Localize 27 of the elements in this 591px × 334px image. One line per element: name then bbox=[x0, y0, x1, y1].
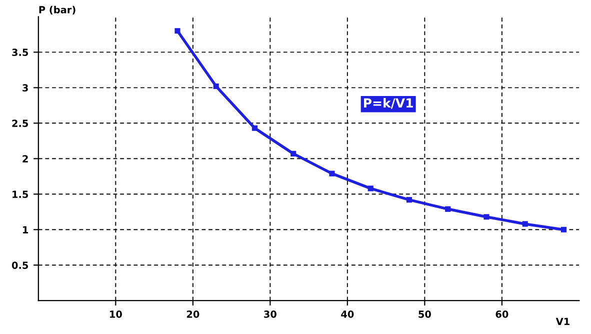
annotation: P=k/V1 bbox=[364, 98, 413, 109]
point bbox=[484, 214, 490, 220]
y-tick-label: 3.5 bbox=[12, 48, 28, 56]
x-tick-label: 60 bbox=[496, 310, 508, 318]
point bbox=[445, 206, 451, 212]
point bbox=[213, 83, 219, 90]
x-tick-label: 40 bbox=[341, 310, 354, 318]
point bbox=[329, 170, 335, 176]
x-axis-title: V1 bbox=[556, 318, 570, 326]
y-tick-label: 2.5 bbox=[12, 120, 28, 127]
y-tick-label: 3 bbox=[22, 84, 28, 92]
point bbox=[368, 186, 374, 192]
point bbox=[174, 28, 180, 34]
point bbox=[406, 197, 412, 203]
y-tick-label: 1 bbox=[23, 226, 28, 234]
point bbox=[252, 125, 258, 131]
x-tick-label: 50 bbox=[418, 310, 431, 318]
y-axis-title: P (bar) bbox=[39, 6, 76, 15]
point bbox=[522, 221, 528, 227]
x-tick-label: 30 bbox=[264, 310, 276, 318]
point bbox=[290, 150, 296, 156]
x-tick-label: 10 bbox=[110, 310, 122, 318]
point bbox=[560, 226, 567, 232]
y-tick-label: 1.5 bbox=[12, 190, 28, 198]
y-tick-label: 0.5 bbox=[12, 262, 28, 269]
x-tick-label: 20 bbox=[186, 310, 200, 318]
y-tick-label: 2 bbox=[22, 155, 28, 162]
